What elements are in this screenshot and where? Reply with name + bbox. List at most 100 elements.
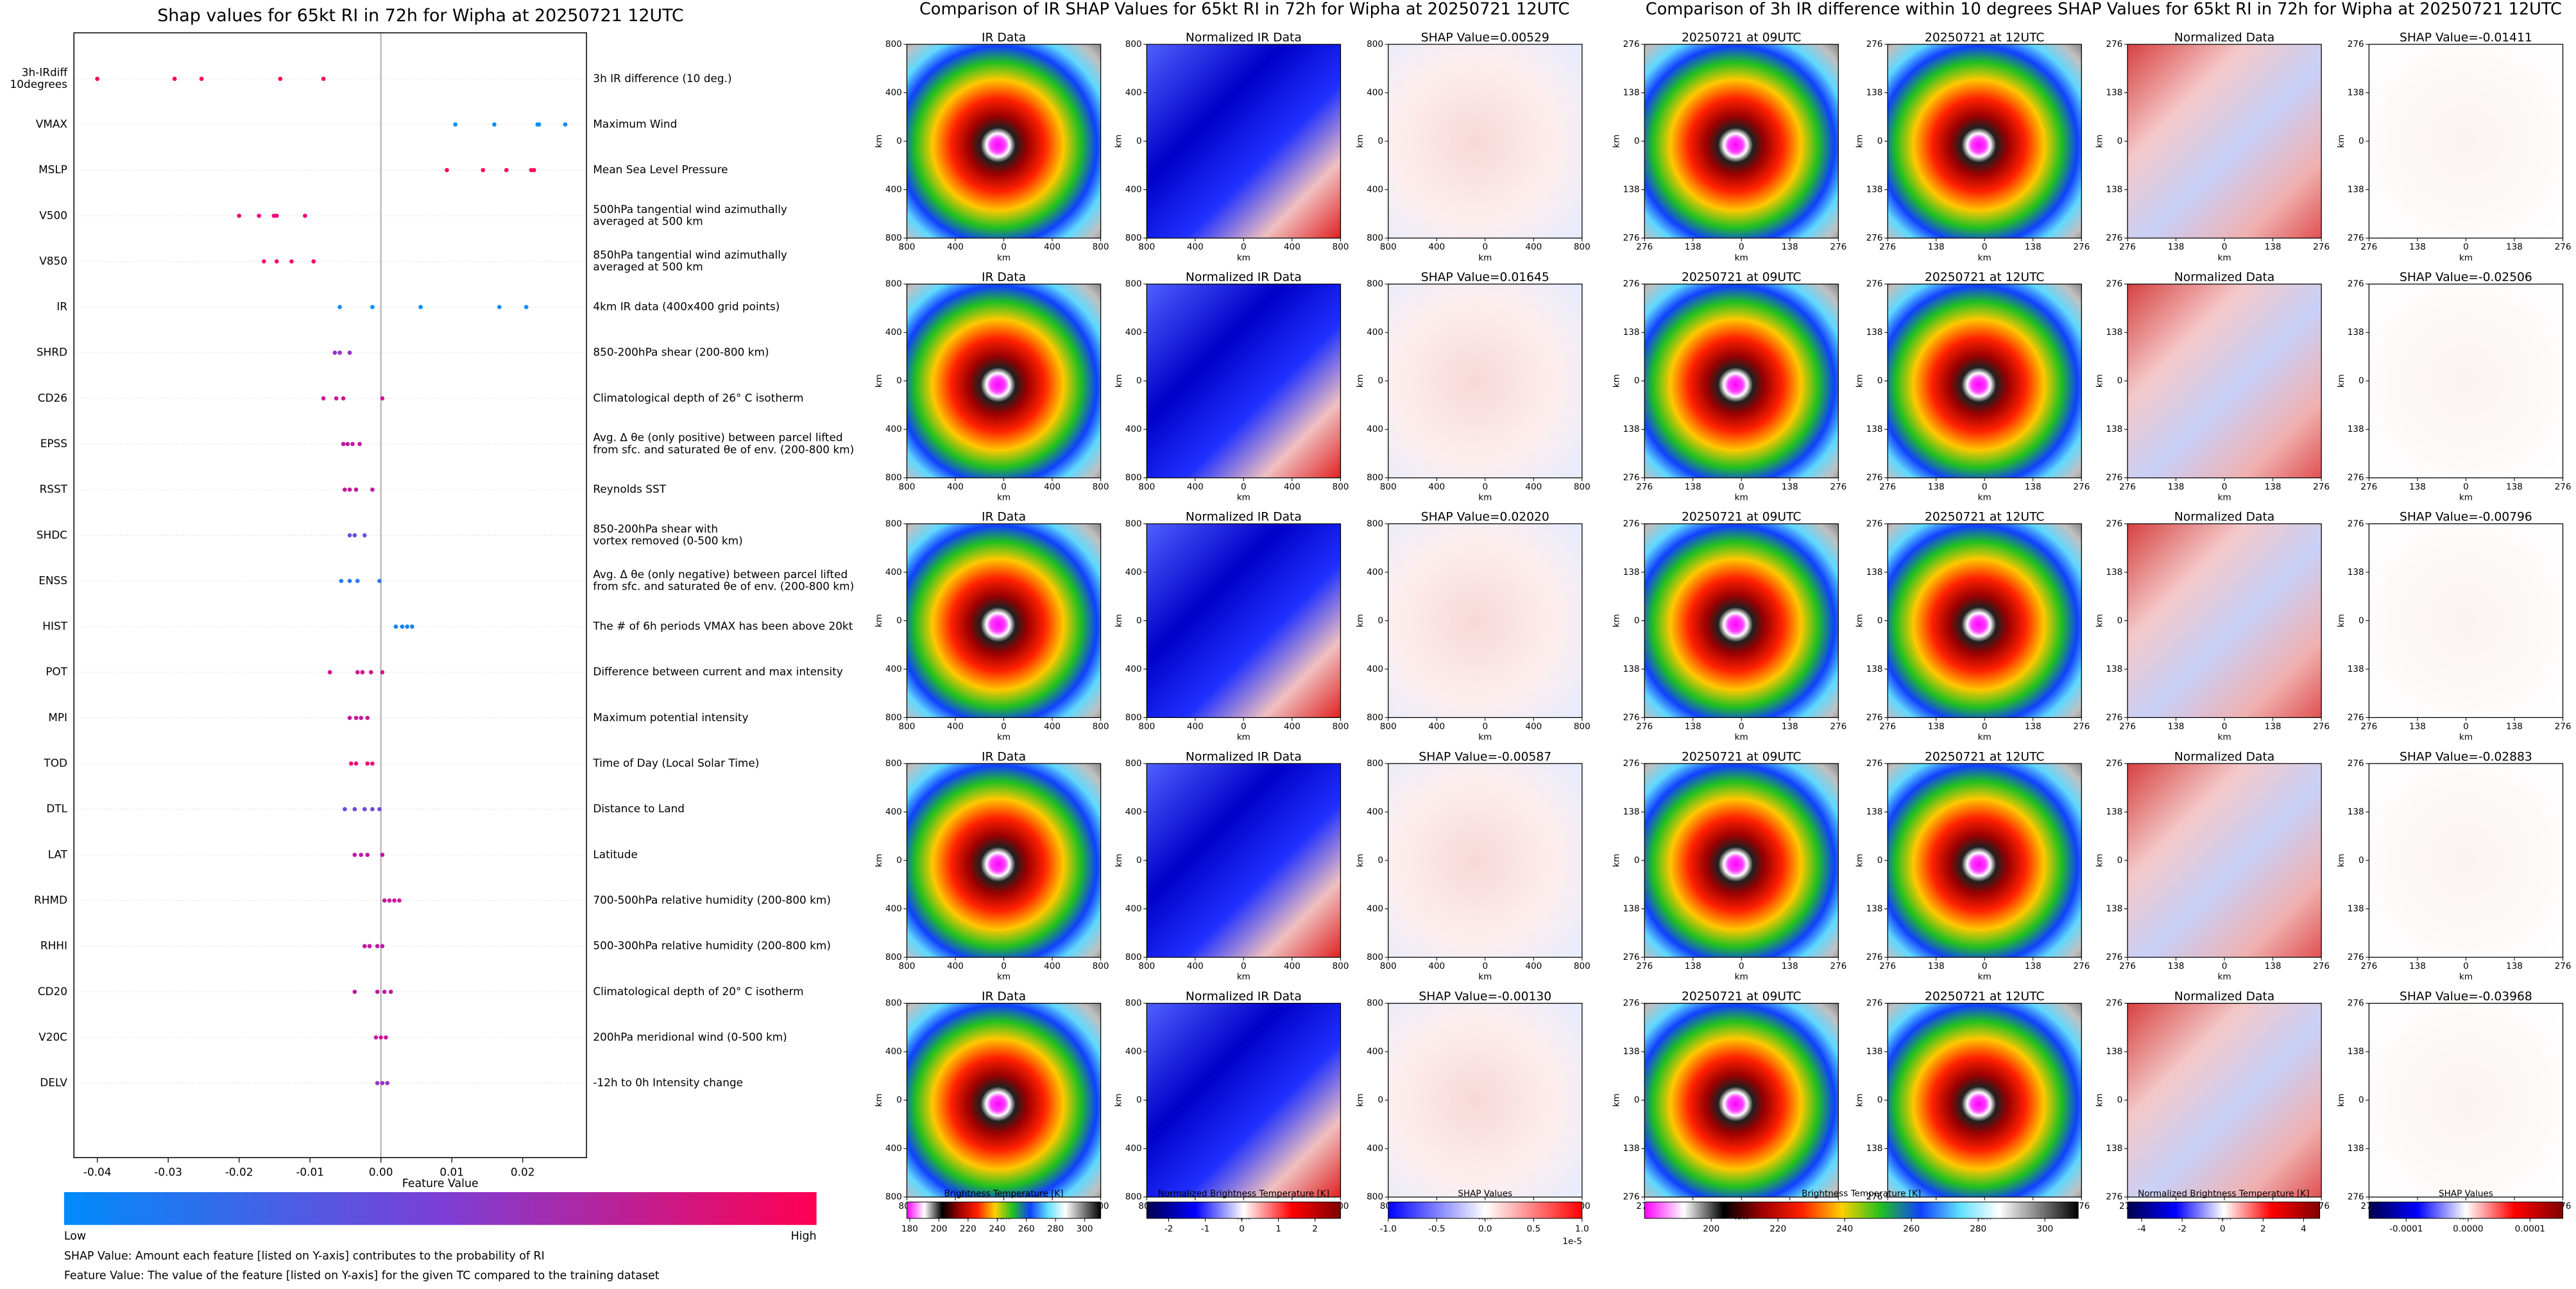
point — [370, 807, 375, 812]
y-tick-label: 400 — [1125, 88, 1142, 98]
y-tick-label: 0 — [2358, 855, 2364, 866]
x-tick-label: 276 — [2360, 721, 2377, 731]
y-axis-label: km — [874, 614, 884, 627]
x-axis-label: km — [1735, 492, 1748, 502]
y-tick-label: 138 — [1623, 185, 1640, 195]
x-axis-label: km — [2459, 732, 2473, 742]
x-tick-label: 800 — [899, 242, 916, 252]
x-tick-label: 276 — [1879, 482, 1896, 492]
x-axis-label: km — [1237, 732, 1250, 742]
panel-title: 20250721 at 12UTC — [1925, 511, 2045, 524]
y-tick-label: 276 — [1866, 1192, 1883, 1202]
point — [352, 807, 357, 812]
x-tick-label: 276 — [2555, 242, 2572, 252]
x-tick-label: 400 — [1187, 482, 1204, 492]
point — [347, 350, 352, 355]
y-axis-label: km — [1612, 1093, 1622, 1107]
colorbar — [906, 1201, 1102, 1219]
point — [385, 1080, 389, 1086]
y-tick-label: 276 — [1623, 518, 1640, 529]
point — [332, 350, 337, 355]
y-tick-label: 400 — [1125, 807, 1142, 817]
feature-description: Latitude — [593, 848, 637, 860]
y-tick-label: 0 — [1378, 1095, 1383, 1105]
colorbar-tick-label: 200 — [930, 1224, 947, 1234]
y-tick-label: EPSS — [40, 437, 67, 450]
y-tick-label: 800 — [885, 39, 902, 49]
x-tick-label: 400 — [947, 961, 964, 971]
point — [365, 853, 370, 857]
y-tick-label: 0 — [2117, 855, 2123, 866]
y-tick-label: 276 — [1623, 998, 1640, 1009]
x-tick-label: 400 — [1525, 242, 1542, 252]
y-axis-label: km — [1355, 374, 1365, 388]
y-tick-label: 276 — [2348, 233, 2364, 243]
x-tick-label: 0.00 — [369, 1165, 393, 1178]
y-tick-label: V850 — [39, 254, 67, 267]
y-tick-label: V500 — [39, 209, 67, 221]
x-tick-label: 800 — [1574, 961, 1591, 971]
point — [257, 213, 261, 218]
y-tick-label: 0 — [896, 855, 902, 866]
colorbar-tick-label: 180 — [901, 1224, 918, 1234]
x-tick-label: 0 — [1001, 721, 1007, 731]
x-tick-label: 800 — [1333, 961, 1349, 971]
point — [348, 761, 354, 766]
point — [370, 487, 375, 492]
y-tick-label: 400 — [1125, 664, 1142, 674]
y-axis-label: km — [1355, 135, 1365, 148]
figure-title: Comparison of 3h IR difference within 10… — [1646, 0, 2562, 19]
y-tick-label: 138 — [2106, 1046, 2122, 1057]
panel-image — [2127, 524, 2322, 718]
x-tick-label: 0 — [2222, 961, 2228, 971]
y-tick-label: 0 — [2117, 615, 2123, 626]
feature-description: 700-500hPa relative humidity (200-800 km… — [593, 893, 831, 906]
x-axis-label: km — [2459, 253, 2473, 263]
point — [289, 259, 294, 264]
x-tick-label: 400 — [1044, 242, 1061, 252]
panel-image — [1388, 44, 1582, 239]
y-tick-label: 276 — [2348, 279, 2364, 289]
x-tick-label: 400 — [1525, 961, 1542, 971]
panel-title: SHAP Value=-0.03968 — [2400, 990, 2532, 1003]
feature-description: 3h IR difference (10 deg.) — [593, 72, 731, 85]
y-tick-label: 276 — [2106, 233, 2122, 243]
colorbar-tick-label: 200 — [1703, 1224, 1719, 1234]
y-tick-label: 138 — [1866, 327, 1883, 337]
x-tick-label: 138 — [1685, 721, 1702, 731]
point — [199, 76, 204, 81]
y-axis-label: km — [874, 374, 884, 388]
panel-title: 20250721 at 09UTC — [1682, 750, 1802, 764]
panel-title: IR Data — [982, 271, 1026, 284]
colorbar-tick-label: -1 — [1201, 1224, 1210, 1234]
y-tick-label: 138 — [1623, 88, 1640, 98]
point — [418, 305, 423, 309]
point — [375, 989, 380, 994]
y-tick-label: 0 — [1634, 1095, 1640, 1105]
y-tick-label: 800 — [885, 233, 902, 243]
y-tick-label: 800 — [1367, 473, 1383, 483]
x-axis-label: km — [1978, 253, 1992, 263]
point — [375, 1080, 380, 1086]
colorbar-tick-label: 1.0 — [1575, 1224, 1589, 1234]
panel-title: 20250721 at 12UTC — [1925, 31, 2045, 44]
feature-description: Maximum potential intensity — [593, 711, 748, 724]
x-axis-label: km — [2218, 972, 2231, 982]
x-tick-label: 276 — [2313, 482, 2330, 492]
y-tick-label: 400 — [1125, 1046, 1142, 1057]
x-tick-label: 400 — [1428, 961, 1445, 971]
y-axis-label: km — [2336, 135, 2346, 148]
y-tick-label: 400 — [885, 567, 902, 577]
colorbar-tick-label: 2 — [1312, 1224, 1318, 1234]
colorbar-tick-label: 220 — [960, 1224, 977, 1234]
x-tick-label: 0 — [1982, 961, 1988, 971]
x-axis-label: km — [1237, 972, 1250, 982]
y-tick-label: 800 — [1125, 39, 1142, 49]
panel-image — [1888, 524, 2082, 718]
y-tick-label: 276 — [1866, 473, 1883, 483]
panel-image — [1644, 524, 1839, 718]
y-tick-label: 400 — [1125, 424, 1142, 434]
x-axis-label: km — [1478, 972, 1492, 982]
y-tick-label: 0 — [1378, 855, 1383, 866]
x-tick-label: 800 — [1574, 482, 1591, 492]
